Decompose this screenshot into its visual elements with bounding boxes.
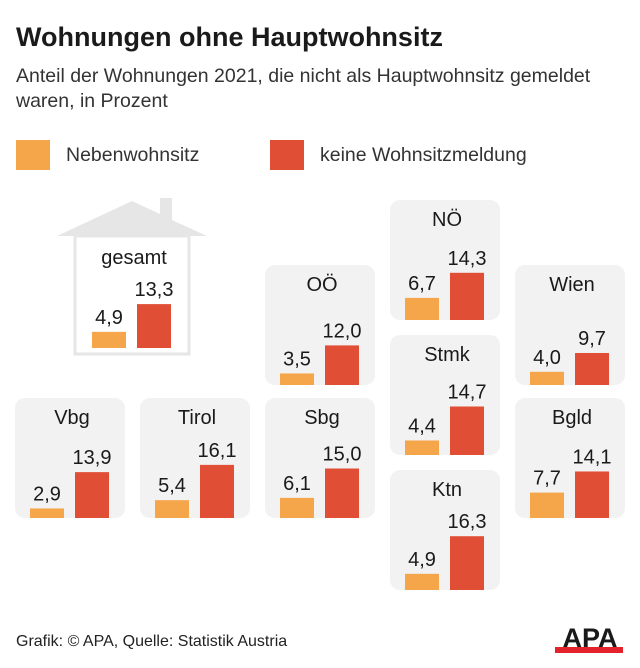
data-label: 14,1 [573, 446, 612, 468]
bar-nebenwohnsitz [30, 508, 64, 518]
data-label: 2,9 [33, 483, 61, 505]
bar-keine-wohnsitzmeldung [575, 352, 609, 385]
chart-subtitle: Anteil der Wohnungen 2021, die nicht als… [16, 65, 591, 112]
bar-keine-wohnsitzmeldung [450, 536, 484, 590]
legend-item-keine: keine Wohnsitzmeldung [270, 140, 527, 170]
legend-label: Nebenwohnsitz [66, 143, 200, 166]
bar-keine-wohnsitzmeldung [325, 345, 359, 385]
bar-keine-wohnsitzmeldung [450, 406, 484, 455]
panel-sbg: Sbg 6,1 15,0 [265, 398, 375, 518]
panel-label: Sbg [304, 407, 340, 429]
bar-nebenwohnsitz [280, 497, 314, 518]
panel-wien: Wien 4,0 9,7 [515, 265, 625, 385]
bar-keine-wohnsitzmeldung [325, 468, 359, 518]
legend-swatch [270, 140, 304, 170]
panel-label: Tirol [178, 407, 216, 429]
bar-nebenwohnsitz [530, 371, 564, 385]
panel-oö: OÖ 3,5 12,0 [265, 265, 375, 385]
bar-keine-wohnsitzmeldung [137, 304, 171, 348]
data-label: 15,0 [323, 444, 362, 466]
data-label: 13,3 [135, 279, 174, 301]
legend-item-nebenwohnsitz: Nebenwohnsitz [16, 140, 199, 170]
panel-gesamt: gesamt 4,9 13,3 [57, 198, 207, 356]
bar-keine-wohnsitzmeldung [450, 272, 484, 320]
bar-keine-wohnsitzmeldung [75, 472, 109, 518]
source-footer: Grafik: © APA, Quelle: Statistik Austria [16, 633, 288, 650]
bar-nebenwohnsitz [92, 331, 126, 348]
data-label: 7,7 [533, 468, 561, 490]
data-label: 4,0 [533, 347, 561, 369]
bar-keine-wohnsitzmeldung [200, 464, 234, 518]
panel-stmk: Stmk 4,4 14,7 [390, 335, 500, 455]
panel-label: Stmk [424, 344, 471, 366]
bar-nebenwohnsitz [405, 573, 439, 590]
panel-vbg: Vbg 2,9 13,9 [15, 398, 125, 518]
data-label: 16,1 [198, 440, 237, 462]
data-label: 13,9 [73, 447, 112, 469]
data-label: 3,5 [283, 348, 311, 370]
bar-nebenwohnsitz [155, 500, 189, 518]
bar-nebenwohnsitz [405, 297, 439, 320]
data-label: 14,7 [448, 381, 487, 403]
data-label: 12,0 [323, 320, 362, 342]
bar-nebenwohnsitz [280, 373, 314, 385]
house-body [73, 234, 191, 356]
panel-label: OÖ [306, 274, 337, 296]
panel-label: gesamt [101, 247, 167, 269]
bar-keine-wohnsitzmeldung [575, 471, 609, 518]
data-label: 4,4 [408, 415, 436, 437]
panel-label: Wien [549, 274, 595, 296]
panel-ktn: Ktn 4,9 16,3 [390, 470, 500, 590]
panel-label: Vbg [54, 407, 90, 429]
panel-label: Ktn [432, 479, 462, 501]
data-label: 5,4 [158, 475, 186, 497]
data-label: 4,9 [408, 549, 436, 571]
data-label: 14,3 [448, 248, 487, 270]
panel-bgld: Bgld 7,7 14,1 [515, 398, 625, 518]
data-label: 6,1 [283, 473, 311, 495]
house-roof [57, 198, 207, 236]
bar-nebenwohnsitz [405, 440, 439, 455]
chart-title: Wohnungen ohne Hauptwohnsitz [16, 22, 443, 52]
panel-label: NÖ [432, 209, 462, 231]
data-label: 4,9 [95, 307, 123, 329]
apa-logo: APA [555, 624, 623, 653]
panel-nö: NÖ 6,7 14,3 [390, 200, 500, 320]
data-label: 9,7 [578, 328, 606, 350]
panel-label: Bgld [552, 407, 592, 429]
bar-nebenwohnsitz [530, 492, 564, 518]
panel-tirol: Tirol 5,4 16,1 [140, 398, 250, 518]
data-label: 16,3 [448, 511, 487, 533]
legend-swatch [16, 140, 50, 170]
data-label: 6,7 [408, 273, 436, 295]
legend-label: keine Wohnsitzmeldung [320, 143, 527, 166]
